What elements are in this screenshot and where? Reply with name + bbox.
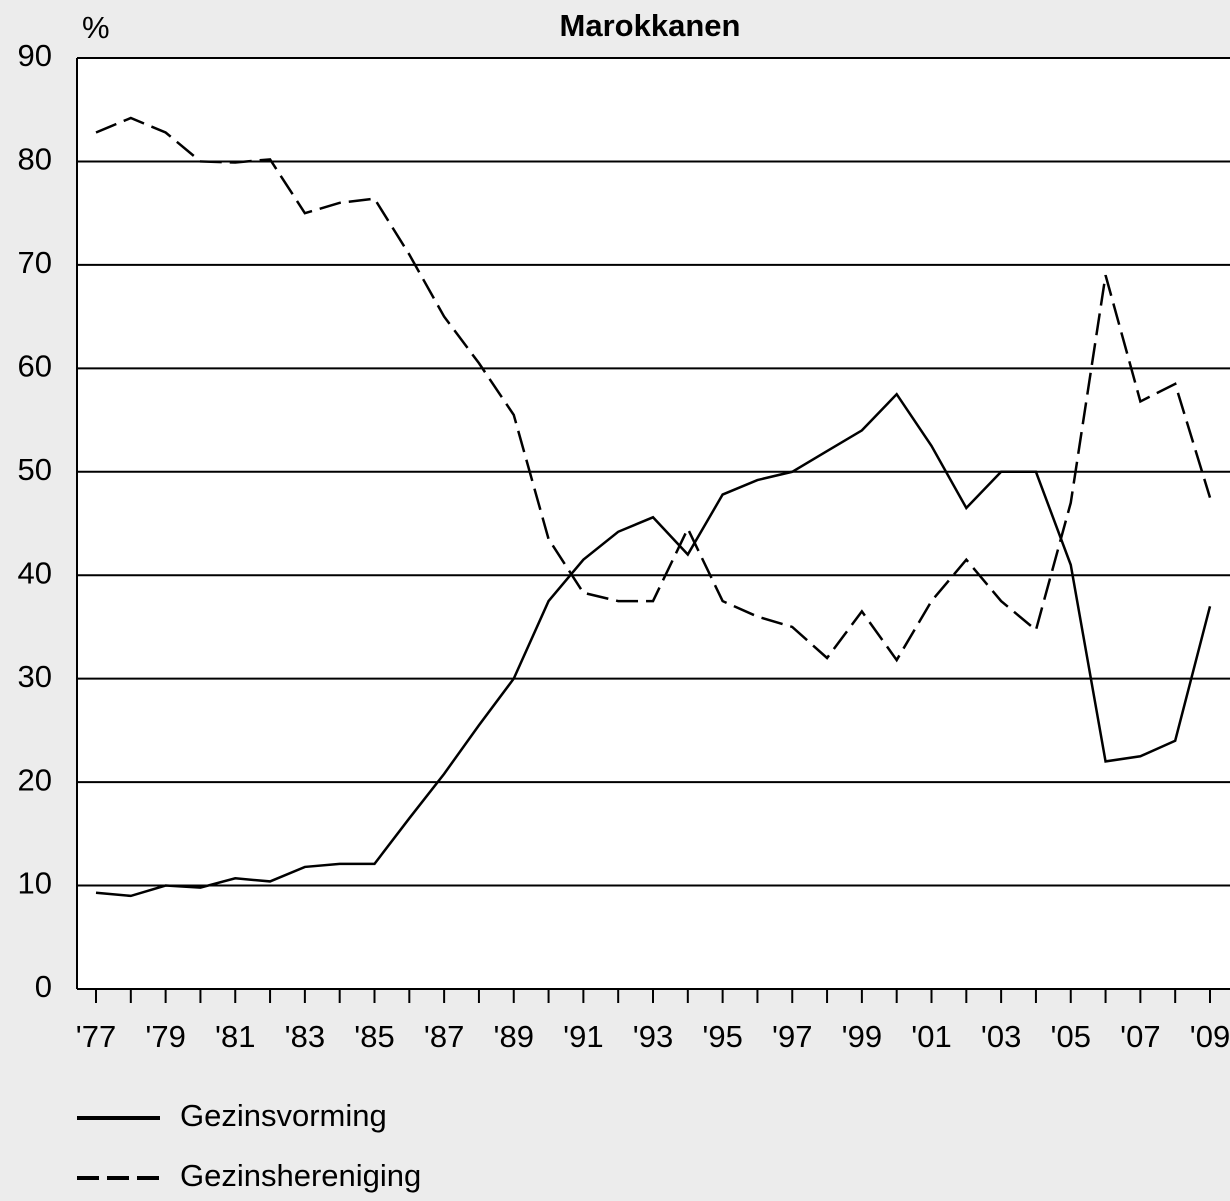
y-axis-label: % (82, 10, 110, 45)
series-line (95, 116, 1212, 663)
plot-area (77, 58, 1230, 989)
y-tick-label: 50 (18, 452, 52, 487)
x-tick-label: '09 (1190, 1019, 1230, 1054)
x-tick-label: '87 (424, 1019, 464, 1054)
y-tick-label: 60 (18, 349, 52, 384)
y-tick-label: 20 (18, 762, 52, 797)
legend-label: Gezinshereniging (180, 1158, 421, 1193)
y-tick-label: 10 (18, 866, 52, 901)
x-tick-label: '91 (563, 1019, 603, 1054)
x-tick-label: '77 (76, 1019, 116, 1054)
x-tick-label: '05 (1051, 1019, 1091, 1054)
y-tick-label: 70 (18, 245, 52, 280)
y-tick-label: 80 (18, 142, 52, 177)
x-tick-label: '01 (911, 1019, 951, 1054)
x-tick-label: '85 (354, 1019, 394, 1054)
legend-label: Gezinsvorming (180, 1098, 387, 1133)
x-tick-label: '89 (494, 1019, 534, 1054)
x-tick-label: '79 (145, 1019, 185, 1054)
series-line (95, 392, 1212, 898)
y-tick-label: 90 (18, 38, 52, 73)
y-tick-label: 40 (18, 555, 52, 590)
x-tick-label: '07 (1120, 1019, 1160, 1054)
x-tick-label: '97 (772, 1019, 812, 1054)
y-tick-label: 0 (35, 969, 52, 1004)
x-tick-label: '83 (285, 1019, 325, 1054)
x-tick-label: '99 (842, 1019, 882, 1054)
x-tick-label: '95 (702, 1019, 742, 1054)
y-tick-label: 30 (18, 659, 52, 694)
chart-title: Marokkanen (560, 8, 741, 43)
x-tick-label: '81 (215, 1019, 255, 1054)
x-tick-label: '93 (633, 1019, 673, 1054)
x-tick-label: '03 (981, 1019, 1021, 1054)
